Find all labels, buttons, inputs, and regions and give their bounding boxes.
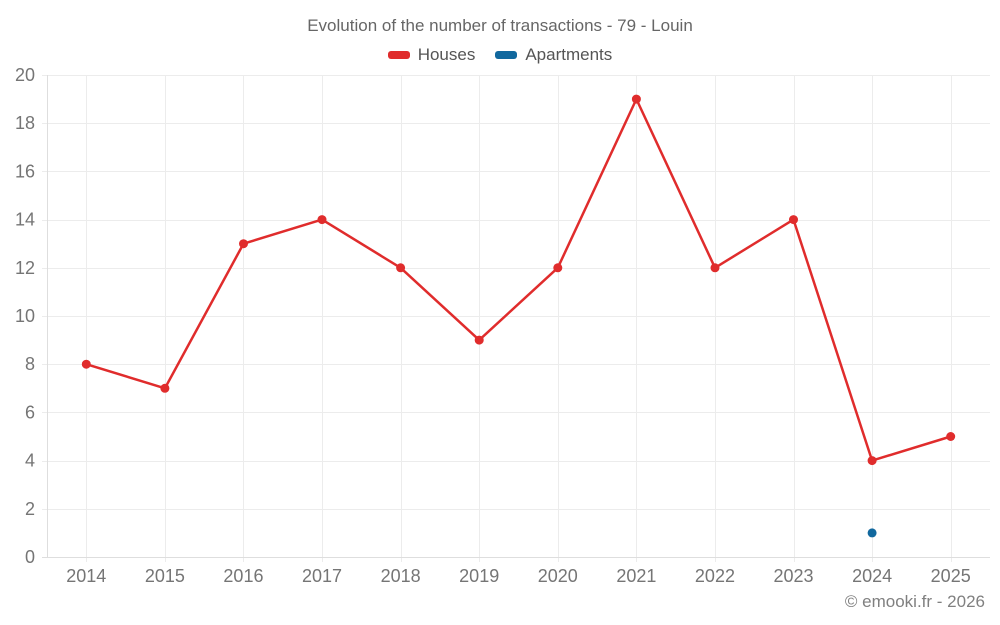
houses-point-2017[interactable] [317, 215, 327, 225]
y-tick-label: 6 [25, 402, 35, 422]
x-tick-label: 2025 [931, 566, 971, 586]
apartments-swatch-icon [495, 51, 518, 59]
x-tick-label: 2014 [66, 566, 106, 586]
houses-point-2018[interactable] [396, 263, 406, 273]
y-tick-label: 18 [15, 113, 35, 133]
y-tick-label: 14 [15, 210, 35, 230]
legend-item-houses[interactable]: Houses [387, 45, 476, 65]
apartments-point-2024[interactable] [867, 528, 877, 538]
legend: Houses Apartments [0, 45, 1000, 65]
houses-point-2014[interactable] [81, 359, 91, 369]
houses-point-2021[interactable] [631, 94, 641, 104]
y-tick-label: 2 [25, 499, 35, 519]
y-tick-label: 4 [25, 451, 35, 471]
houses-line [85, 97, 952, 462]
y-tick-label: 8 [25, 354, 35, 374]
y-axis-labels: 0 2 4 6 8 10 12 14 16 18 20 [15, 65, 35, 567]
y-tick-label: 16 [15, 161, 35, 181]
apartments-series [867, 528, 877, 538]
y-tick-label: 20 [15, 65, 35, 85]
gridlines [42, 75, 990, 562]
y-tick-label: 10 [15, 306, 35, 326]
houses-point-2025[interactable] [946, 432, 956, 441]
houses-swatch-icon [387, 51, 410, 59]
axis-borders [42, 75, 990, 558]
legend-label-houses: Houses [417, 45, 476, 64]
x-tick-label: 2020 [538, 566, 578, 586]
houses-point-2020[interactable] [553, 263, 563, 273]
x-tick-label: 2024 [852, 566, 892, 586]
x-tick-label: 2021 [616, 566, 656, 586]
legend-item-apartments[interactable]: Apartments [495, 45, 612, 65]
x-tick-label: 2018 [381, 566, 421, 586]
x-tick-label: 2017 [302, 566, 342, 586]
x-tick-label: 2023 [774, 566, 814, 586]
houses-point-2023[interactable] [789, 215, 798, 225]
houses-point-2024[interactable] [867, 456, 877, 466]
houses-point-2022[interactable] [710, 263, 720, 273]
copyright: © emooki.fr - 2026 [844, 592, 985, 611]
x-tick-label: 2019 [459, 566, 499, 586]
chart-title: Evolution of the number of transactions … [307, 16, 693, 35]
houses-series [81, 94, 956, 466]
y-tick-label: 12 [15, 258, 35, 278]
houses-point-2016[interactable] [239, 239, 248, 249]
houses-point-2015[interactable] [160, 383, 170, 393]
x-axis-labels: 2014 2015 2016 2017 2018 2019 2020 2021 2022 2023… [66, 566, 970, 586]
x-tick-label: 2015 [145, 566, 185, 586]
y-tick-label: 0 [25, 547, 35, 567]
houses-point-2019[interactable] [474, 335, 484, 345]
legend-label-apartments: Apartments [525, 45, 613, 64]
x-tick-label: 2016 [223, 566, 263, 586]
x-tick-label: 2022 [695, 566, 735, 586]
